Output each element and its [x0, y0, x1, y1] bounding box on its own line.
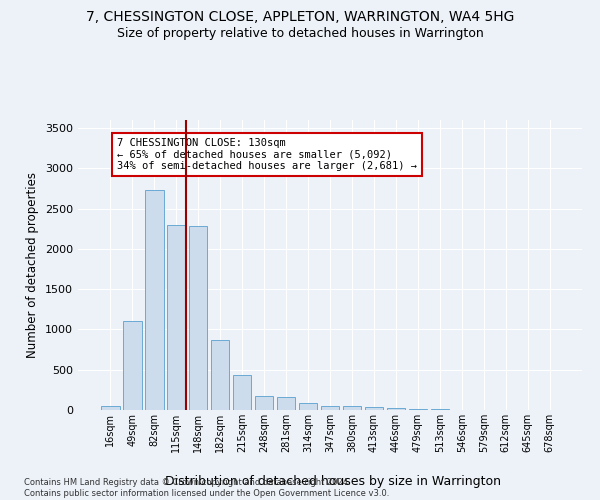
Bar [123, 322, 142, 410]
Bar [343, 406, 361, 410]
Bar [101, 406, 119, 410]
Bar [167, 224, 185, 410]
Bar [255, 396, 274, 410]
Text: 7, CHESSINGTON CLOSE, APPLETON, WARRINGTON, WA4 5HG: 7, CHESSINGTON CLOSE, APPLETON, WARRINGT… [86, 10, 514, 24]
Bar [233, 376, 251, 410]
Y-axis label: Number of detached properties: Number of detached properties [26, 172, 40, 358]
Text: 7 CHESSINGTON CLOSE: 130sqm
← 65% of detached houses are smaller (5,092)
34% of : 7 CHESSINGTON CLOSE: 130sqm ← 65% of det… [117, 138, 417, 171]
Bar [277, 396, 295, 410]
Bar [386, 408, 405, 410]
Bar [299, 403, 317, 410]
Bar [145, 190, 164, 410]
Bar [431, 409, 449, 410]
Bar [189, 226, 208, 410]
Bar [365, 407, 383, 410]
Text: Contains HM Land Registry data © Crown copyright and database right 2024.
Contai: Contains HM Land Registry data © Crown c… [24, 478, 389, 498]
Text: Size of property relative to detached houses in Warrington: Size of property relative to detached ho… [116, 28, 484, 40]
Text: Distribution of detached houses by size in Warrington: Distribution of detached houses by size … [165, 474, 501, 488]
Bar [320, 406, 340, 410]
Bar [211, 340, 229, 410]
